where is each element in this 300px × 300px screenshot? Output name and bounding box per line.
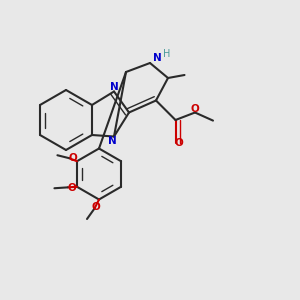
Text: O: O (190, 104, 200, 114)
Text: N: N (108, 136, 117, 146)
Text: N: N (153, 53, 162, 64)
Text: O: O (67, 183, 76, 193)
Text: N: N (110, 82, 118, 92)
Text: O: O (92, 202, 100, 212)
Text: H: H (163, 49, 170, 59)
Text: O: O (175, 137, 184, 148)
Text: O: O (68, 153, 77, 163)
